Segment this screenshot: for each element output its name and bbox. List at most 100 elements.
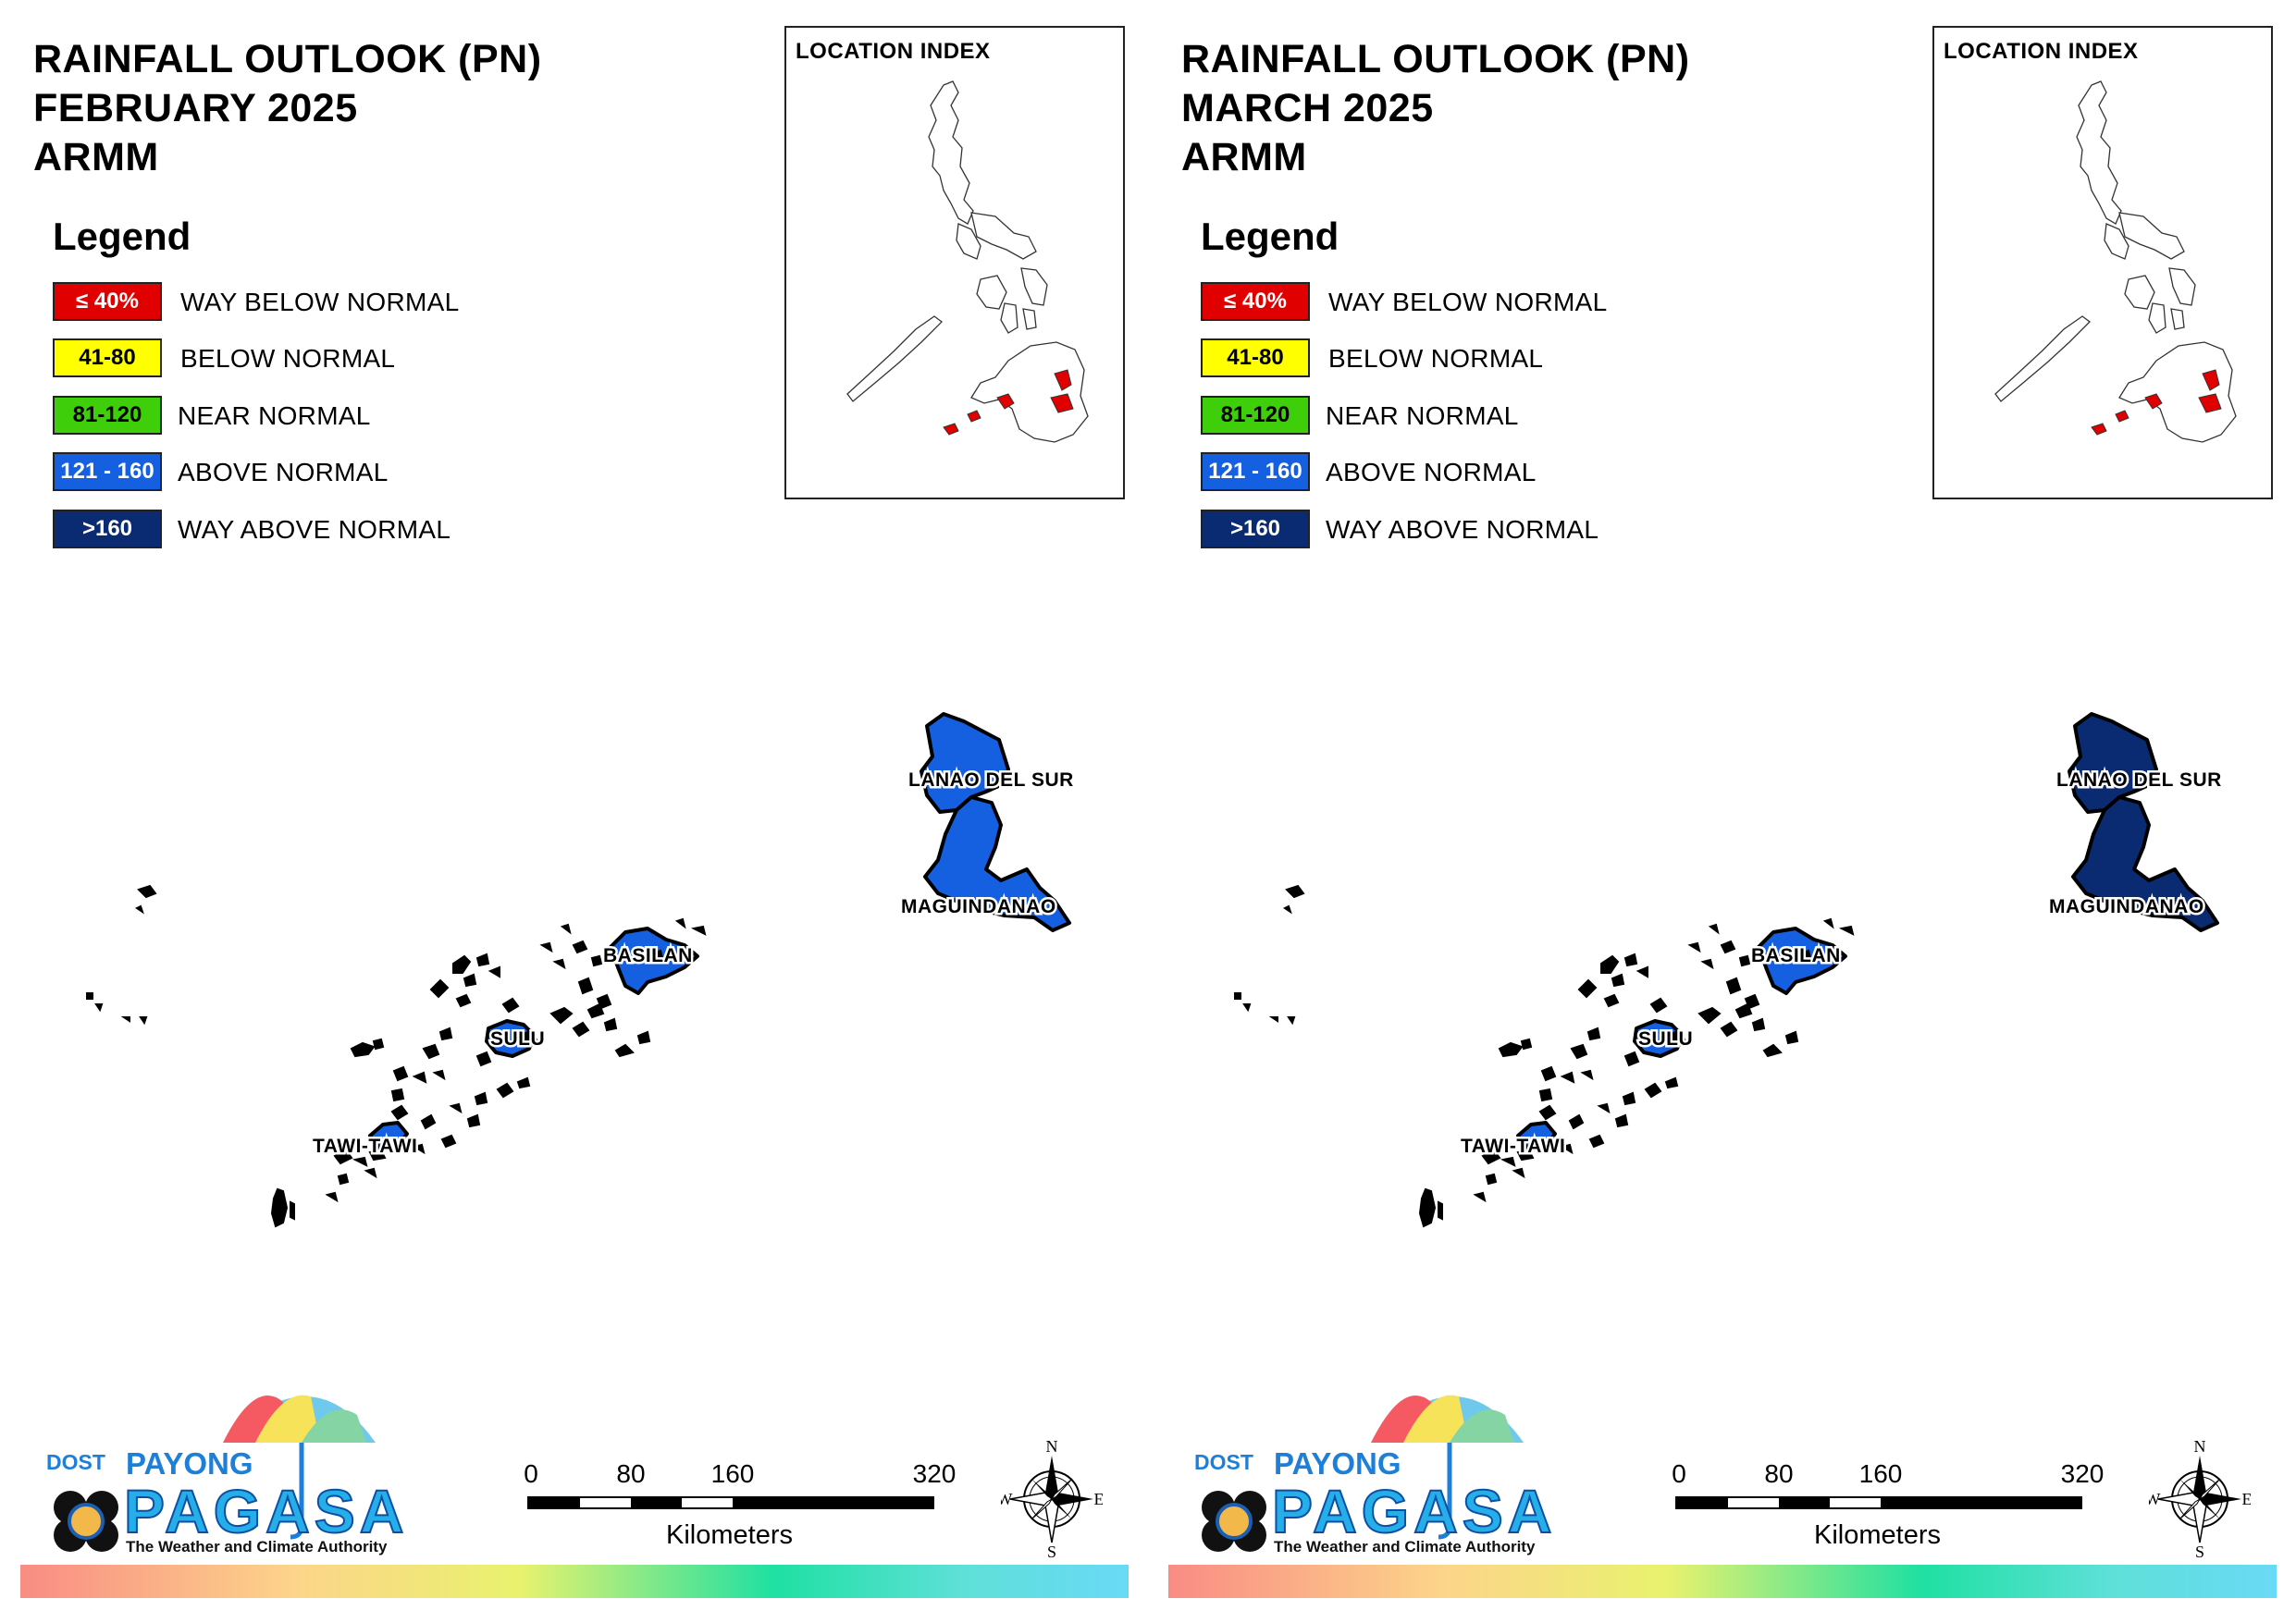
legend-swatch: ≤ 40% bbox=[53, 282, 162, 321]
province-labels: LANAO DEL SUR MAGUINDANAO BASILAN SULU T… bbox=[1459, 768, 2224, 1160]
tawi-tawi-highlight bbox=[943, 423, 959, 436]
scale-bar-graphic bbox=[1675, 1496, 2082, 1509]
scale-tick-label: 80 bbox=[1764, 1459, 1794, 1488]
mindanao-shape bbox=[970, 341, 1089, 443]
inset-title: LOCATION INDEX bbox=[1944, 39, 2139, 64]
scale-tick-label: 320 bbox=[2060, 1459, 2105, 1488]
panay-shape bbox=[976, 275, 1007, 310]
sulu-highlight bbox=[2115, 410, 2129, 423]
legend-swatch: 121 - 160 bbox=[53, 452, 162, 491]
compass-n: N bbox=[2194, 1439, 2206, 1456]
compass-n: N bbox=[1046, 1439, 1058, 1456]
luzon-shape bbox=[2076, 80, 2122, 225]
leyte-shape bbox=[2170, 308, 2185, 330]
scale-unit: Kilometers bbox=[1814, 1520, 1941, 1550]
province-sulu bbox=[485, 1019, 537, 1058]
compass-s: S bbox=[1047, 1543, 1056, 1559]
bicol-shape bbox=[970, 212, 1037, 260]
legend-label: WAY BELOW NORMAL bbox=[180, 288, 460, 316]
logo-dost-text: DOST bbox=[46, 1450, 105, 1474]
tawi-tawi-highlight bbox=[2091, 423, 2107, 436]
title-line-1: RAINFALL OUTLOOK (PN) bbox=[1181, 37, 1690, 81]
armm-map: LANAO DEL SUR MAGUINDANAO BASILAN SULU T… bbox=[86, 712, 1076, 1228]
province-label: SULU bbox=[1638, 1028, 1693, 1050]
legend-label: NEAR NORMAL bbox=[178, 401, 371, 430]
mindanao-shape bbox=[2118, 341, 2237, 443]
sulu-highlight bbox=[967, 410, 981, 423]
legend-label: WAY BELOW NORMAL bbox=[1328, 288, 1608, 316]
negros-cebu-shape bbox=[1000, 302, 1018, 334]
scale-unit: Kilometers bbox=[666, 1520, 793, 1550]
title-line-2: FEBRUARY 2025 bbox=[33, 86, 358, 130]
title-line-2: MARCH 2025 bbox=[1181, 86, 1434, 130]
lanao-del-sur-highlight bbox=[2202, 369, 2220, 391]
legend-swatch: 121 - 160 bbox=[1201, 452, 1310, 491]
maguindanao-highlight bbox=[1050, 393, 1074, 413]
basilan-highlight bbox=[2144, 393, 2163, 410]
province-label: TAWI-TAWI bbox=[313, 1136, 417, 1157]
logo-tagline: The Weather and Climate Authority bbox=[1274, 1538, 1536, 1555]
province-basilan bbox=[1757, 927, 1847, 995]
panel-february: RAINFALL OUTLOOK (PN) FEBRUARY 2025 ARMM… bbox=[20, 26, 1129, 1598]
province-label: BASILAN bbox=[603, 945, 693, 966]
samar-shape bbox=[1020, 267, 1048, 306]
scale-bar: 0 80 160 320 Kilometers bbox=[1672, 1459, 2104, 1561]
legend-heading: Legend bbox=[53, 215, 191, 258]
palawan-shape bbox=[846, 315, 943, 402]
legend-label: NEAR NORMAL bbox=[1326, 401, 1519, 430]
leyte-shape bbox=[1022, 308, 1037, 330]
maguindanao-highlight bbox=[2198, 393, 2222, 413]
province-label: TAWI-TAWI bbox=[1461, 1136, 1565, 1157]
scale-tick-label: 320 bbox=[912, 1459, 957, 1488]
bicol-shape bbox=[2118, 212, 2185, 260]
footer-gradient-strip bbox=[20, 1565, 1129, 1598]
palawan-shape bbox=[1994, 315, 2091, 402]
location-index-inset: LOCATION INDEX bbox=[784, 26, 1125, 499]
mindoro-marinduque-shape bbox=[2104, 223, 2129, 260]
legend-label: BELOW NORMAL bbox=[1328, 344, 1544, 373]
province-sulu bbox=[1633, 1019, 1685, 1058]
logo-payong-text: PAYONG bbox=[1274, 1446, 1401, 1481]
legend-label: WAY ABOVE NORMAL bbox=[178, 515, 451, 544]
province-label: MAGUINDANAO bbox=[901, 896, 1056, 917]
scale-tick-label: 160 bbox=[710, 1459, 755, 1488]
province-label: LANAO DEL SUR bbox=[908, 769, 1074, 791]
compass-e: E bbox=[2242, 1490, 2252, 1508]
scale-bar: 0 80 160 320 Kilometers bbox=[524, 1459, 956, 1561]
province-maguindanao bbox=[2071, 795, 2219, 932]
north-arrow-icon: N S W E bbox=[1001, 1439, 1103, 1559]
legend-label: ABOVE NORMAL bbox=[178, 458, 389, 486]
philippines-locator-map bbox=[846, 80, 1089, 443]
legend-swatch: >160 bbox=[53, 510, 162, 548]
payong-pagasa-logo: DOST PAYONG PAGASA The Weather and Clima… bbox=[33, 1387, 404, 1563]
umbrella-icon bbox=[1202, 1395, 1524, 1552]
payong-pagasa-logo: DOST PAYONG PAGASA The Weather and Clima… bbox=[1181, 1387, 1552, 1563]
legend-swatch: ≤ 40% bbox=[1201, 282, 1310, 321]
scale-tick-label: 0 bbox=[524, 1459, 538, 1488]
mindoro-marinduque-shape bbox=[956, 223, 981, 260]
philippines-locator-map bbox=[1994, 80, 2237, 443]
compass-e: E bbox=[1094, 1490, 1104, 1508]
province-label: BASILAN bbox=[1751, 945, 1841, 966]
province-label: MAGUINDANAO bbox=[2049, 896, 2204, 917]
province-lanao-del-sur bbox=[2068, 712, 2158, 814]
island-group bbox=[86, 884, 707, 1228]
scale-bar-graphic bbox=[527, 1496, 934, 1509]
province-labels: LANAO DEL SUR MAGUINDANAO BASILAN SULU T… bbox=[311, 768, 1076, 1160]
legend-label: BELOW NORMAL bbox=[180, 344, 396, 373]
luzon-shape bbox=[928, 80, 974, 225]
legend-label: ABOVE NORMAL bbox=[1326, 458, 1537, 486]
basilan-highlight bbox=[996, 393, 1015, 410]
legend-heading: Legend bbox=[1201, 215, 1339, 258]
north-arrow-icon: N S W E bbox=[2149, 1439, 2251, 1559]
logo-tagline: The Weather and Climate Authority bbox=[126, 1538, 388, 1555]
legend-swatch: 81-120 bbox=[1201, 396, 1310, 435]
province-basilan bbox=[609, 927, 699, 995]
footer-gradient-strip bbox=[1168, 1565, 2277, 1598]
map-title: RAINFALL OUTLOOK (PN) FEBRUARY 2025 ARMM bbox=[33, 35, 542, 182]
scale-tick-label: 160 bbox=[1858, 1459, 1903, 1488]
island-group bbox=[1234, 884, 1855, 1228]
compass-w: W bbox=[2149, 1490, 2161, 1508]
legend-swatch: 81-120 bbox=[53, 396, 162, 435]
compass-w: W bbox=[1001, 1490, 1013, 1508]
